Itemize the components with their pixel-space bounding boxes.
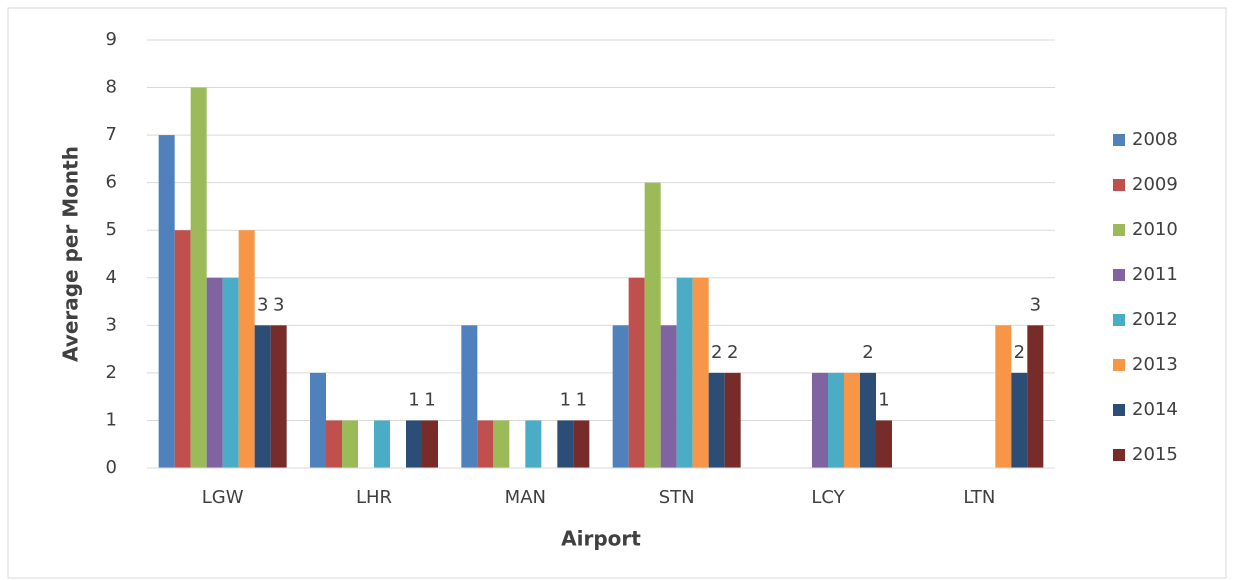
legend-label: 2014 bbox=[1132, 399, 1178, 420]
legend-swatch bbox=[1113, 134, 1125, 146]
bar bbox=[1011, 372, 1028, 468]
bar bbox=[174, 230, 191, 468]
x-tick-label: LHR bbox=[356, 487, 392, 508]
legend-label: 2008 bbox=[1132, 129, 1178, 150]
x-tick-label: MAN bbox=[505, 487, 546, 508]
bar bbox=[525, 420, 542, 468]
y-tick-label: 7 bbox=[106, 124, 117, 145]
legend-label: 2012 bbox=[1132, 309, 1178, 330]
legend-label: 2013 bbox=[1132, 354, 1178, 375]
data-label: 3 bbox=[1030, 294, 1041, 315]
data-label: 2 bbox=[862, 342, 873, 363]
data-label: 2 bbox=[711, 342, 722, 363]
bar bbox=[406, 420, 422, 468]
legend-label: 2011 bbox=[1132, 264, 1178, 285]
x-tick-label: LCY bbox=[811, 487, 845, 508]
x-tick-label: LGW bbox=[202, 487, 244, 508]
legend-swatch bbox=[1113, 359, 1125, 371]
y-tick-label: 3 bbox=[106, 314, 117, 335]
data-label: 1 bbox=[576, 389, 587, 410]
bar bbox=[692, 277, 709, 468]
data-label: 1 bbox=[560, 389, 571, 410]
bar bbox=[828, 372, 844, 468]
bar bbox=[844, 372, 860, 468]
legend-swatch bbox=[1113, 269, 1125, 281]
bar bbox=[422, 420, 438, 468]
bar bbox=[461, 325, 478, 468]
bar bbox=[876, 420, 892, 468]
bar bbox=[493, 420, 510, 468]
bar bbox=[676, 277, 693, 468]
data-label: 1 bbox=[408, 389, 419, 410]
bar bbox=[724, 372, 741, 468]
legend-swatch bbox=[1113, 179, 1125, 191]
legend-swatch bbox=[1113, 224, 1125, 236]
y-tick-label: 5 bbox=[106, 219, 117, 240]
data-label: 3 bbox=[273, 294, 284, 315]
bar bbox=[342, 420, 358, 468]
bar bbox=[557, 420, 574, 468]
data-label: 2 bbox=[1014, 342, 1025, 363]
data-label: 1 bbox=[424, 389, 435, 410]
bar bbox=[477, 420, 494, 468]
y-tick-label: 2 bbox=[106, 362, 117, 383]
legend-swatch bbox=[1113, 449, 1125, 461]
data-label: 1 bbox=[878, 389, 889, 410]
y-tick-label: 4 bbox=[106, 267, 117, 288]
y-tick-label: 6 bbox=[106, 172, 117, 193]
bar bbox=[238, 230, 255, 468]
x-tick-label: LTN bbox=[963, 487, 995, 508]
bar bbox=[222, 277, 239, 468]
bar bbox=[660, 325, 677, 468]
bar bbox=[644, 182, 661, 468]
bar bbox=[628, 277, 645, 468]
bar bbox=[573, 420, 590, 468]
bar bbox=[612, 325, 629, 468]
bar bbox=[326, 420, 342, 468]
bar bbox=[860, 372, 876, 468]
y-axis-title: Average per Month bbox=[59, 146, 83, 362]
data-label: 3 bbox=[257, 294, 268, 315]
y-tick-label: 9 bbox=[106, 29, 117, 50]
bar bbox=[158, 135, 175, 468]
y-tick-label: 8 bbox=[106, 77, 117, 98]
bar bbox=[374, 420, 390, 468]
bar bbox=[708, 372, 725, 468]
bar bbox=[1027, 325, 1044, 468]
bar bbox=[310, 372, 326, 468]
data-label: 2 bbox=[727, 342, 738, 363]
bar bbox=[270, 325, 287, 468]
bar bbox=[190, 87, 207, 469]
bar bbox=[206, 277, 223, 468]
y-tick-label: 0 bbox=[106, 457, 117, 478]
legend-label: 2015 bbox=[1132, 444, 1178, 465]
bar bbox=[995, 325, 1012, 468]
y-tick-label: 1 bbox=[106, 409, 117, 430]
x-axis-title: Airport bbox=[561, 527, 641, 551]
x-tick-label: STN bbox=[659, 487, 695, 508]
legend-label: 2010 bbox=[1132, 219, 1178, 240]
legend-swatch bbox=[1113, 404, 1125, 416]
legend-swatch bbox=[1113, 314, 1125, 326]
bar bbox=[812, 372, 828, 468]
legend-label: 2009 bbox=[1132, 174, 1178, 195]
bar bbox=[254, 325, 271, 468]
